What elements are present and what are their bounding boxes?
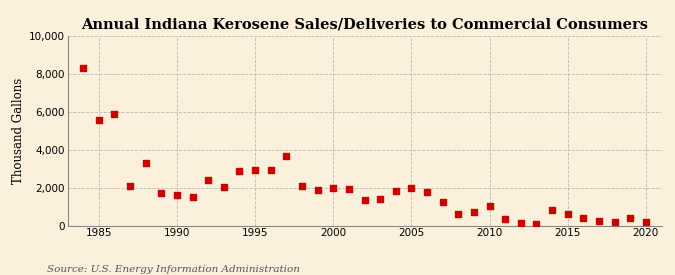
Point: [140, 161, 151, 165]
Point: [344, 187, 354, 192]
Point: [484, 204, 495, 208]
Point: [93, 118, 104, 122]
Point: [390, 189, 401, 194]
Point: [375, 197, 385, 201]
Point: [500, 217, 510, 221]
Point: [281, 154, 292, 158]
Point: [610, 219, 620, 224]
Point: [78, 66, 88, 70]
Point: [641, 219, 651, 224]
Point: [219, 185, 230, 189]
Point: [359, 198, 370, 202]
Point: [516, 221, 526, 225]
Point: [296, 183, 307, 188]
Point: [187, 195, 198, 199]
Point: [234, 169, 245, 174]
Point: [578, 216, 589, 220]
Point: [109, 112, 119, 117]
Point: [406, 185, 416, 190]
Point: [531, 221, 542, 226]
Point: [265, 167, 276, 172]
Point: [313, 188, 323, 192]
Point: [547, 208, 558, 213]
Text: Source: U.S. Energy Information Administration: Source: U.S. Energy Information Administ…: [47, 265, 300, 274]
Point: [593, 219, 604, 223]
Y-axis label: Thousand Gallons: Thousand Gallons: [11, 78, 24, 184]
Point: [562, 212, 573, 216]
Point: [625, 216, 636, 220]
Point: [250, 167, 261, 172]
Title: Annual Indiana Kerosene Sales/Deliveries to Commercial Consumers: Annual Indiana Kerosene Sales/Deliveries…: [81, 18, 648, 32]
Point: [437, 200, 448, 204]
Point: [328, 185, 339, 190]
Point: [468, 210, 479, 214]
Point: [202, 178, 213, 182]
Point: [156, 191, 167, 196]
Point: [171, 193, 182, 197]
Point: [422, 190, 433, 194]
Point: [125, 183, 136, 188]
Point: [453, 212, 464, 216]
